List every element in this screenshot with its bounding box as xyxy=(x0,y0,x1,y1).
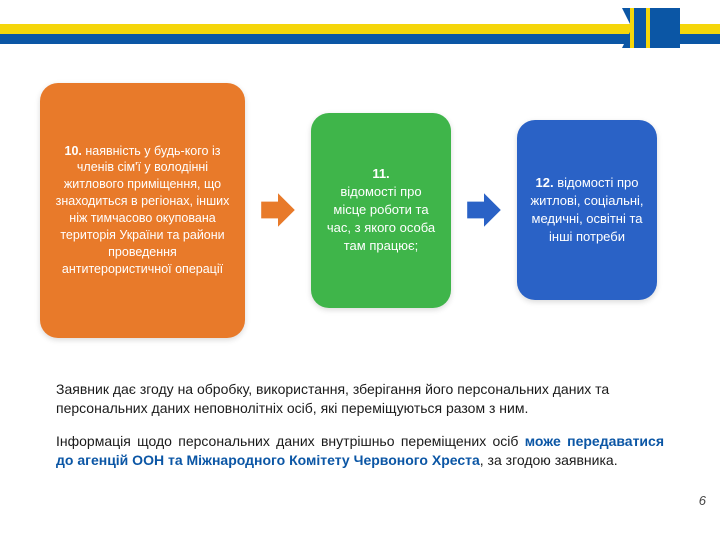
paragraph-2: Інформація щодо персональних даних внутр… xyxy=(56,432,664,470)
flow-row: 10. наявність у будь-кого із членів сім'… xyxy=(40,70,680,350)
paragraph-1: Заявник дає згоду на обробку, використан… xyxy=(56,380,664,418)
p2-part-a: Інформація щодо персональних даних внутр… xyxy=(56,433,525,449)
card-12: 12. відомості про житлові, соціальні, ме… xyxy=(517,120,657,300)
card-10-number: 10. xyxy=(65,144,82,158)
arrow-2-icon xyxy=(463,189,505,231)
card-11: 11. відомості про місце роботи та час, з… xyxy=(311,113,451,308)
card-11-number: 11. xyxy=(372,166,389,181)
page-number: 6 xyxy=(699,493,706,508)
card-10: 10. наявність у будь-кого із членів сім'… xyxy=(40,83,245,338)
p2-part-c: , за згодою заявника. xyxy=(480,452,618,468)
card-11-text: відомості про місце роботи та час, з яко… xyxy=(323,183,439,256)
ribbon-icon xyxy=(610,8,680,48)
card-10-text: наявність у будь-кого із членів сім'ї у … xyxy=(56,144,230,276)
card-12-number: 12. xyxy=(536,175,554,190)
paragraph-block: Заявник дає згоду на обробку, використан… xyxy=(56,380,664,484)
arrow-1-icon xyxy=(257,189,299,231)
